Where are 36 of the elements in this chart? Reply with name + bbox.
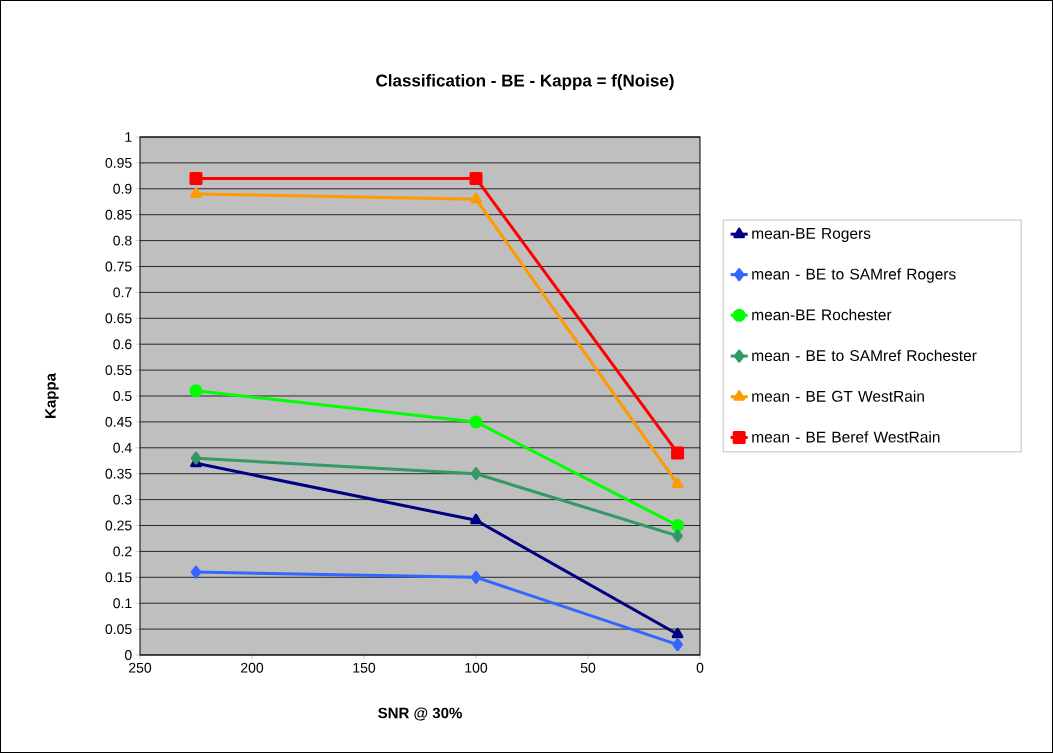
x-axis-title: SNR @ 30% (378, 707, 462, 721)
x-tick-label: 150 (353, 662, 376, 673)
legend-label: mean-BE Rochester (752, 308, 892, 321)
y-tick-label: 1 (125, 132, 132, 142)
y-axis-title: Kappa (45, 372, 59, 418)
y-tick-label: 0.75 (105, 261, 132, 272)
y-tick-label: 0.9 (113, 183, 132, 194)
legend-label: mean - BE to SAMref Rogers (752, 268, 956, 283)
legend-label: mean - BE Beref WestRain (752, 431, 940, 443)
x-tick-label: 200 (241, 662, 264, 673)
y-tick-label: 0.2 (113, 546, 132, 557)
y-tick-label: 0.95 (105, 157, 132, 168)
y-tick-label: 0.25 (105, 520, 132, 531)
y-tick-label: 0.8 (113, 235, 132, 246)
y-tick-label: 0.7 (113, 287, 132, 298)
legend-label: mean-BE Rogers (752, 228, 871, 242)
x-tick-label: 0 (696, 662, 704, 673)
y-tick-label: 0.1 (113, 598, 132, 609)
legend-label: mean - BE to SAMref Rochester (752, 349, 977, 362)
chart-title: Classification - BE - Kappa = f(Noise) (376, 74, 674, 90)
y-tick-label: 0.35 (105, 468, 132, 479)
x-tick-label: 250 (129, 662, 152, 673)
y-tick-label: 0 (124, 650, 132, 660)
x-tick-label: 50 (580, 662, 596, 673)
y-tick-label: 0.3 (113, 494, 132, 505)
y-tick-label: 0.4 (113, 442, 132, 453)
y-tick-label: 0.65 (105, 313, 132, 324)
y-tick-label: 0.85 (105, 209, 132, 220)
y-tick-label: 0.5 (113, 391, 132, 401)
y-tick-label: 0.45 (105, 416, 132, 427)
x-tick-label: 100 (465, 662, 488, 673)
legend-label: mean - BE GT WestRain (752, 390, 924, 402)
y-tick-label: 0.15 (105, 572, 132, 583)
y-tick-label: 0.05 (105, 624, 132, 635)
y-tick-label: 0.55 (105, 365, 132, 376)
y-tick-label: 0.6 (113, 339, 132, 350)
